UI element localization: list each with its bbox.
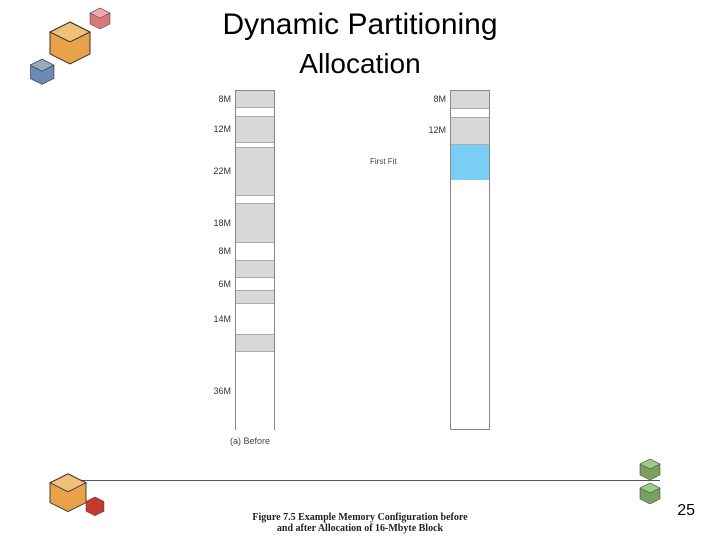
- segment-label: 36M: [205, 386, 231, 396]
- memory-segment: [451, 91, 489, 109]
- segment-label: 8M: [205, 94, 231, 104]
- caption-line1: Figure 7.5 Example Memory Configuration …: [252, 512, 467, 523]
- segment-label: 12M: [205, 124, 231, 134]
- memory-segment: [236, 352, 274, 430]
- memory-segment: [451, 145, 489, 181]
- figure-caption: Figure 7.5 Example Memory Configuration …: [0, 512, 720, 534]
- memory-segment: [236, 91, 274, 108]
- memory-segment: [236, 304, 274, 335]
- memory-segment: [236, 335, 274, 352]
- memory-segment: [236, 204, 274, 243]
- memory-diagram: 8M 12M 22M 18M 8M 6M 14M 36M (a) Before 8M 12M Firs…: [130, 90, 590, 480]
- title: Dynamic Partitioning: [0, 8, 720, 42]
- subtitle: Allocation: [0, 48, 720, 80]
- segment-label: 8M: [205, 246, 231, 256]
- segment-label: 14M: [205, 314, 231, 324]
- memory-segment: [236, 261, 274, 278]
- memory-segment: [451, 118, 489, 145]
- memory-segment: [236, 291, 274, 304]
- memory-bar-before: [235, 90, 275, 430]
- cube-decoration-bottom-left: [40, 460, 120, 520]
- segment-label: 22M: [205, 166, 231, 176]
- fit-pointer-label: First Fit: [370, 157, 397, 166]
- memory-segment: [236, 117, 274, 143]
- divider-line: [60, 480, 660, 481]
- cube-decoration-bottom-right: [620, 450, 680, 510]
- memory-segment: [451, 109, 489, 118]
- bar-caption: (a) Before: [230, 436, 270, 446]
- memory-segment: [236, 148, 274, 196]
- memory-segment: [236, 196, 274, 205]
- caption-line2: and after Allocation of 16-Mbyte Block: [277, 523, 443, 534]
- memory-bar-after: [450, 90, 490, 430]
- memory-segment: [236, 243, 274, 260]
- segment-label: 18M: [205, 218, 231, 228]
- segment-label: 12M: [420, 125, 446, 135]
- segment-label: 8M: [420, 94, 446, 104]
- memory-segment: [236, 108, 274, 117]
- memory-segment: [236, 278, 274, 291]
- segment-label: 6M: [205, 279, 231, 289]
